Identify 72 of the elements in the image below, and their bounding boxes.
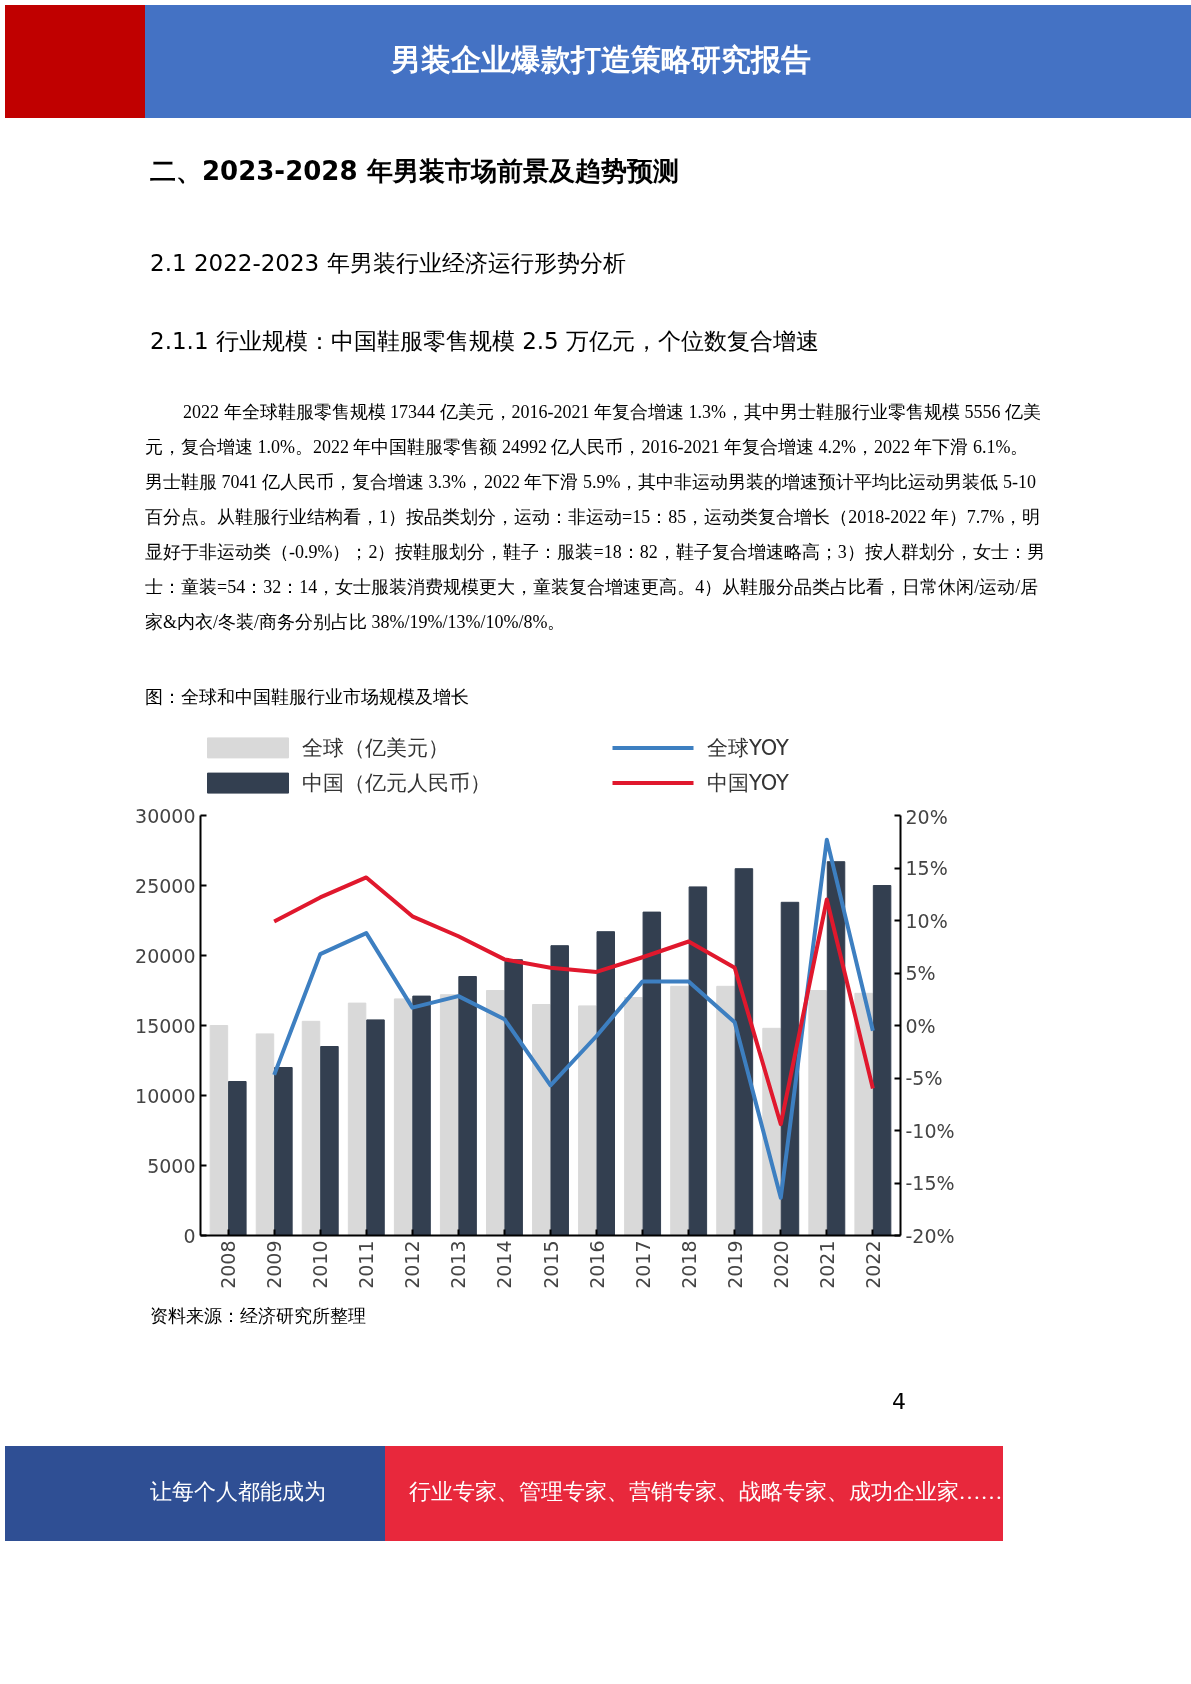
x-tick-label: 2019 [723,1240,746,1289]
bar [320,1046,339,1236]
y-tick-label: 10000 [135,1084,196,1107]
text: 男装企业爆款打造策略研究报告 [5,5,1191,118]
bar [274,1067,293,1236]
x-tick-label: 2014 [493,1240,516,1289]
line-series [272,875,875,1127]
text: 让每个人都能成为 行业专家、管理专家、营销专家、战略专家、成功企业家…… [150,1479,1003,1504]
bar [504,959,523,1236]
x-tick-label: 2021 [815,1240,838,1289]
x-tick-label: 2009 [263,1240,286,1289]
bar [458,976,477,1236]
text: 2022 年全球鞋服零售规模 17344 亿美元，2016-2021 年复合增速 1.3%，其中男士鞋服行业零售规模 5556 亿美元，复合增速 1.0%。2022 年中国鞋服零售额 24992 亿人民币，2016-2021 年复合增速 4.2%，2022 年下滑 6.1%。男士鞋服 7041 亿人民币，复合增速 3.3%，2022 年下滑 5.9%，其中非运动男装的增速预计平均比运动男装低 5-10 百分点。从鞋服行业结构看，1）按品类划分，运动：非运动=15：85，运动类复合增长（2018-2022 年）7.7%，明显好于非运动类（-0.9%）；2）按鞋服划分，鞋子：服装=18：82，鞋子复合增速略高；3）按人群划分，女士：男士：童装=54：32：14，女士服装消费规模更大，童装复合增速更高。4）从鞋服分品类占比看，日常休闲/运动/居家&内衣/冬装/商务分别占比 38%/19%/13%/10%/8%。 [145,401,1045,634]
bar [301,1020,321,1236]
x-tick-label: 2010 [309,1240,332,1289]
bar [808,990,827,1236]
y2-tick-label: 15% [905,857,948,879]
bar [439,994,459,1236]
bar [485,990,505,1236]
bar [624,997,643,1236]
text: 4 [891,1388,907,1416]
legend-label: 全球YOY [707,735,790,760]
x-tick-label: 2017 [631,1240,654,1289]
chart-title: 图：全球和中国鞋服行业市场规模及增长 [145,686,469,709]
y2-tick-label: -5% [905,1067,943,1089]
x-tick-label: 2018 [677,1240,700,1289]
y2-tick-label: 20% [905,805,948,828]
y-tick-label: 25000 [135,874,196,897]
line-series [272,837,875,1200]
bar [532,1004,551,1236]
y-tick-label: 5000 [147,1154,196,1177]
y2-tick-label: 5% [905,962,936,984]
bar [596,931,616,1236]
bar [578,1005,597,1236]
y2-tick-label: -10% [905,1119,955,1142]
bar [366,1019,385,1236]
bar [716,985,735,1236]
legend-label: 中国（亿元人民币） [302,771,491,796]
bar [228,1081,247,1236]
bar [393,998,413,1236]
bar [209,1025,229,1236]
bar [412,995,431,1236]
x-tick-label: 2020 [769,1240,792,1289]
bar [826,861,846,1236]
y2-tick-label: -15% [905,1172,955,1194]
y2-tick-label: -20% [905,1224,955,1247]
x-tick-label: 2015 [539,1240,562,1289]
bar [670,985,689,1236]
text: 二、2023-2028 年男装市场前景及趋势预测 [149,155,679,188]
text: 2.1.1 行业规模：中国鞋服零售规模 2.5 万亿元，个位数复合增速 [149,327,820,356]
legend-label: 中国YOY [707,771,790,796]
bar [347,1002,367,1236]
bar [642,911,662,1236]
x-tick-label: 2012 [401,1240,424,1289]
x-tick-label: 2011 [355,1240,378,1289]
y-tick-label: 30000 [135,804,196,827]
y2-tick-label: 0% [905,1014,936,1037]
legend-label: 全球（亿美元） [302,735,449,760]
y-tick-label: 0 [183,1224,196,1247]
text: 2.1 2022-2023 年男装行业经济运行形势分析 [149,249,626,278]
x-tick-label: 2016 [585,1240,608,1289]
x-tick-label: 2013 [447,1240,470,1289]
x-tick-label: 2022 [861,1240,884,1289]
bar [550,945,569,1236]
text: 资料来源：经济研究所整理 [149,1305,366,1328]
y-tick-label: 15000 [135,1014,196,1037]
bar [688,886,708,1236]
x-tick-label: 2008 [217,1240,240,1289]
bar [255,1033,275,1236]
y-tick-label: 20000 [135,944,196,967]
y2-tick-label: 10% [905,909,948,932]
bar [872,885,892,1236]
